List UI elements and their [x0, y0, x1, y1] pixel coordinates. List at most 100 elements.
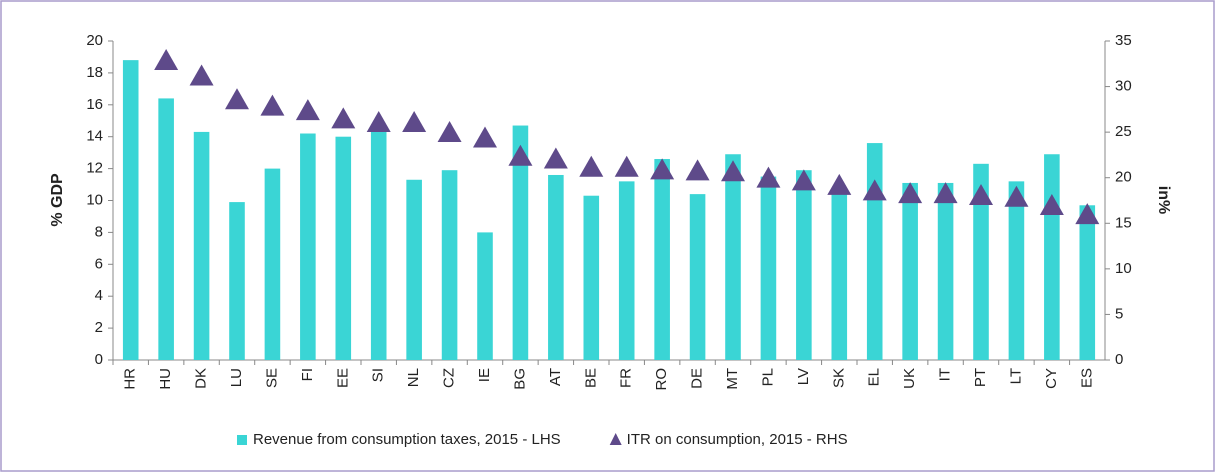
triangle-marker [543, 147, 568, 169]
bar [937, 182, 954, 360]
bar [370, 131, 387, 360]
bar [300, 133, 316, 360]
y-tick-label: 4 [95, 287, 103, 304]
bar [689, 194, 706, 360]
triangle-marker [1075, 203, 1100, 225]
bar [1044, 154, 1060, 360]
triangle-marker [579, 155, 604, 177]
y-tick-label: 0 [95, 351, 103, 368]
bar [335, 136, 352, 360]
y-tick-label: 6 [95, 255, 103, 272]
triangle-marker [437, 121, 462, 143]
x-tick-label: RO [653, 368, 670, 391]
x-tick-label: IT [937, 368, 954, 381]
triangle-marker [969, 183, 993, 205]
x-tick-label: IE [476, 368, 493, 382]
x-tick-label: FI [299, 368, 316, 381]
x-tick-label: HU [157, 368, 174, 390]
triangle-marker [508, 144, 533, 166]
bar [973, 163, 989, 360]
triangle-marker [189, 64, 214, 86]
triangle-marker [473, 126, 497, 148]
bar [1008, 181, 1025, 360]
x-tick-label: CZ [441, 368, 458, 388]
bar [441, 170, 458, 360]
y-tick-label: 12 [86, 160, 103, 177]
y-tick-label: 8 [95, 223, 103, 240]
y-tick-label: 20 [86, 32, 103, 49]
y-axis-title: % GDP [49, 173, 66, 227]
x-tick-label: MT [724, 368, 741, 390]
bar [654, 159, 670, 360]
triangle-marker [685, 159, 710, 181]
x-tick-label: LT [1007, 368, 1024, 384]
bar [122, 60, 139, 360]
bar [831, 187, 848, 360]
x-tick-label: BE [582, 368, 599, 388]
triangle-marker [366, 111, 391, 133]
x-tick-label: UK [901, 368, 918, 389]
triangle-marker [260, 94, 285, 116]
triangle-marker [1039, 193, 1064, 215]
legend-swatch [609, 433, 622, 445]
triangle-marker [791, 169, 816, 191]
triangle-marker [225, 88, 249, 110]
bar [1079, 205, 1096, 360]
y-tick-label: 14 [86, 128, 103, 145]
x-tick-label: AT [547, 368, 564, 386]
y-tick-label: 16 [86, 96, 103, 113]
legend-label: ITR on consumption, 2015 - RHS [627, 431, 848, 448]
y2-axis-title: in% [1155, 186, 1172, 214]
y2-tick-label: 15 [1115, 214, 1132, 231]
x-tick-label: CY [1043, 368, 1060, 389]
x-tick-label: FR [618, 368, 635, 388]
x-tick-label: DK [193, 368, 210, 389]
y-tick-label: 18 [86, 64, 103, 81]
bar [264, 168, 281, 360]
x-tick-label: LV [795, 368, 812, 385]
triangle-marker [154, 49, 179, 71]
y2-tick-label: 35 [1115, 32, 1132, 49]
bar [796, 170, 812, 360]
y2-tick-label: 30 [1115, 78, 1132, 95]
legend-label: Revenue from consumption taxes, 2015 - L… [253, 431, 561, 448]
y2-tick-label: 25 [1115, 123, 1132, 140]
bar [477, 232, 493, 360]
x-tick-label: LU [228, 368, 245, 387]
y-tick-label: 2 [95, 319, 103, 336]
y2-tick-label: 10 [1115, 260, 1132, 277]
x-tick-label: ES [1078, 368, 1095, 388]
x-tick-label: NL [405, 368, 422, 387]
bar [193, 131, 210, 360]
triangle-marker [650, 158, 675, 180]
triangle-marker [756, 166, 781, 188]
triangle-marker [1004, 185, 1029, 207]
x-tick-label: EL [866, 368, 883, 386]
bar [406, 179, 422, 360]
y2-tick-label: 20 [1115, 169, 1132, 186]
bar [725, 154, 741, 360]
bar [760, 176, 777, 360]
y-tick-label: 10 [86, 191, 103, 208]
triangle-marker [295, 99, 320, 121]
triangle-marker [898, 182, 923, 204]
x-tick-label: EE [334, 368, 351, 388]
y2-tick-label: 0 [1115, 351, 1123, 368]
triangle-marker [614, 155, 639, 177]
bar [583, 195, 600, 360]
bar [618, 181, 635, 360]
bar [548, 174, 564, 360]
bar [866, 143, 883, 360]
triangle-marker [862, 179, 887, 201]
x-tick-label: DE [689, 368, 706, 389]
bar [158, 98, 174, 361]
y2-tick-label: 5 [1115, 305, 1123, 322]
bar [512, 125, 529, 360]
triangle-marker [331, 107, 356, 129]
x-tick-label: SE [263, 368, 280, 388]
triangle-marker [827, 173, 852, 195]
bar [229, 202, 245, 360]
triangle-marker [933, 182, 958, 204]
